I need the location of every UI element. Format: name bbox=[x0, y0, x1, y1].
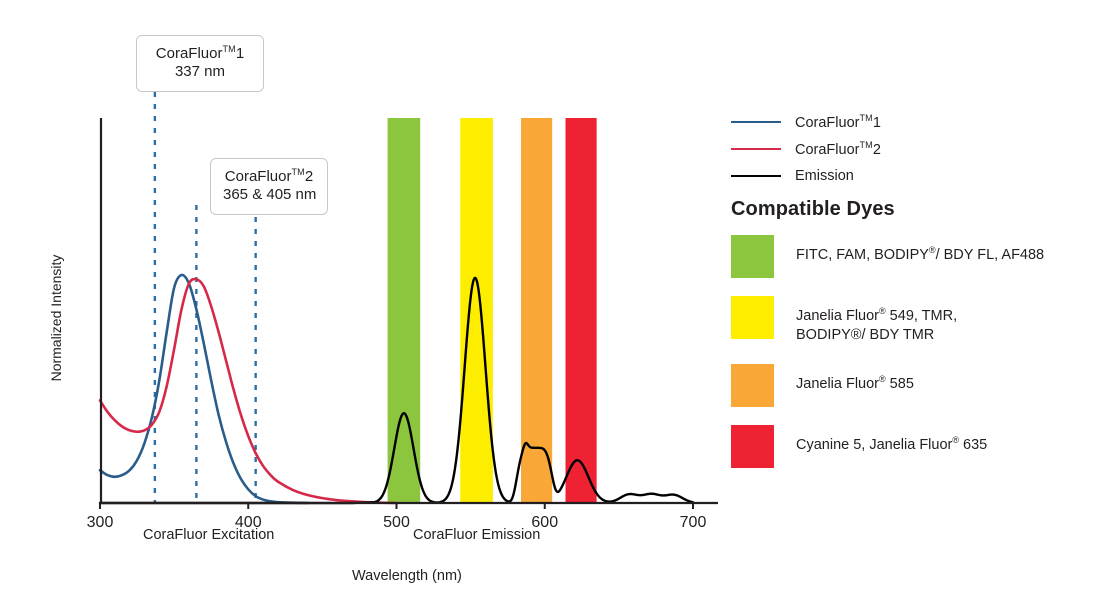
spectra-curves bbox=[98, 273, 695, 505]
dye-color-swatch bbox=[731, 363, 774, 407]
region-label-emission: CoraFluor Emission bbox=[413, 527, 541, 543]
callout-2-title: CoraFluorTM2 bbox=[224, 167, 314, 185]
callout-1-value: 337 nm bbox=[174, 63, 226, 81]
x-tick-label-700: 700 bbox=[680, 514, 707, 531]
curve-emission bbox=[98, 276, 695, 505]
callout-2-value: 365 & 405 nm bbox=[223, 186, 317, 204]
region-label-excitation: CoraFluor Excitation bbox=[143, 527, 275, 543]
y-axis-label: Normalized Intensity bbox=[48, 254, 64, 382]
x-axis-ticks: 300 400 500 600 700 bbox=[87, 503, 707, 531]
callout-1-title: CoraFluorTM1 bbox=[155, 44, 245, 62]
legend-series-label: CoraFluorTM1 bbox=[795, 112, 881, 131]
dye-legend-label: Cyanine 5, Janelia Fluor® 635 bbox=[796, 434, 988, 453]
x-tick-label-600: 600 bbox=[531, 514, 558, 531]
orange-band bbox=[521, 118, 553, 503]
dye-legend-row: FITC, FAM, BODIPY®/ BDY FL, AF488 bbox=[731, 235, 1101, 278]
trademark-icon: TM bbox=[859, 139, 873, 150]
dye-color-swatch bbox=[731, 235, 774, 278]
legend-line-swatch bbox=[731, 174, 781, 177]
legend-line-swatch bbox=[731, 120, 781, 123]
legend-series-row: CoraFluorTM1 bbox=[731, 108, 1091, 135]
plot-axes bbox=[99, 118, 718, 505]
red-band bbox=[565, 118, 597, 503]
dye-color-swatch bbox=[731, 424, 774, 468]
registered-icon: ® bbox=[928, 245, 936, 255]
registered-icon: ® bbox=[879, 306, 886, 316]
yellow-band bbox=[460, 118, 493, 503]
legend-line-swatch bbox=[731, 147, 781, 150]
legend-series-label: CoraFluorTM2 bbox=[795, 139, 881, 158]
dye-color-swatch bbox=[731, 296, 774, 339]
dye-legend-row: Janelia Fluor® 585 bbox=[731, 363, 1101, 407]
x-tick-label-400: 400 bbox=[235, 514, 262, 531]
x-tick-label-300: 300 bbox=[87, 514, 114, 531]
compatible-dyes-title: Compatible Dyes bbox=[731, 198, 895, 220]
registered-icon: ® bbox=[952, 434, 960, 445]
dye-legend-label: FITC, FAM, BODIPY®/ BDY FL, AF488 bbox=[796, 245, 1045, 263]
trademark-icon: TM bbox=[859, 112, 873, 123]
excitation-markers bbox=[153, 80, 257, 503]
dye-legend-row: Cyanine 5, Janelia Fluor® 635 bbox=[731, 424, 1101, 468]
compatible-dyes-list: FITC, FAM, BODIPY®/ BDY FL, AF488 Janelia… bbox=[731, 235, 1101, 486]
registered-icon: ® bbox=[879, 373, 886, 384]
legend-series-row: CoraFluorTM2 bbox=[731, 135, 1091, 162]
curve-corafluor-1 bbox=[98, 273, 309, 505]
dye-legend-row: Janelia Fluor® 549, TMR, BODIPY®/ BDY TMR bbox=[731, 296, 1101, 346]
legend-series-row: Emission bbox=[731, 162, 1091, 189]
series-legend: CoraFluorTM1 CoraFluorTM2 Emission bbox=[731, 108, 1091, 189]
x-axis-label: Wavelength (nm) bbox=[352, 568, 462, 584]
callout-corafluor-2: CoraFluorTM2 365 & 405 nm bbox=[210, 158, 328, 215]
green-band bbox=[387, 118, 421, 503]
dye-legend-label: Janelia Fluor® 549, TMR, BODIPY®/ BDY TMR bbox=[796, 306, 958, 344]
dye-legend-label: Janelia Fluor® 585 bbox=[796, 373, 914, 392]
callout-corafluor-1: CoraFluorTM1 337 nm bbox=[136, 35, 264, 92]
x-tick-label-500: 500 bbox=[383, 514, 410, 531]
emission-bands bbox=[387, 118, 597, 503]
legend-series-label: Emission bbox=[795, 167, 854, 184]
curve-corafluor-2 bbox=[98, 277, 398, 505]
